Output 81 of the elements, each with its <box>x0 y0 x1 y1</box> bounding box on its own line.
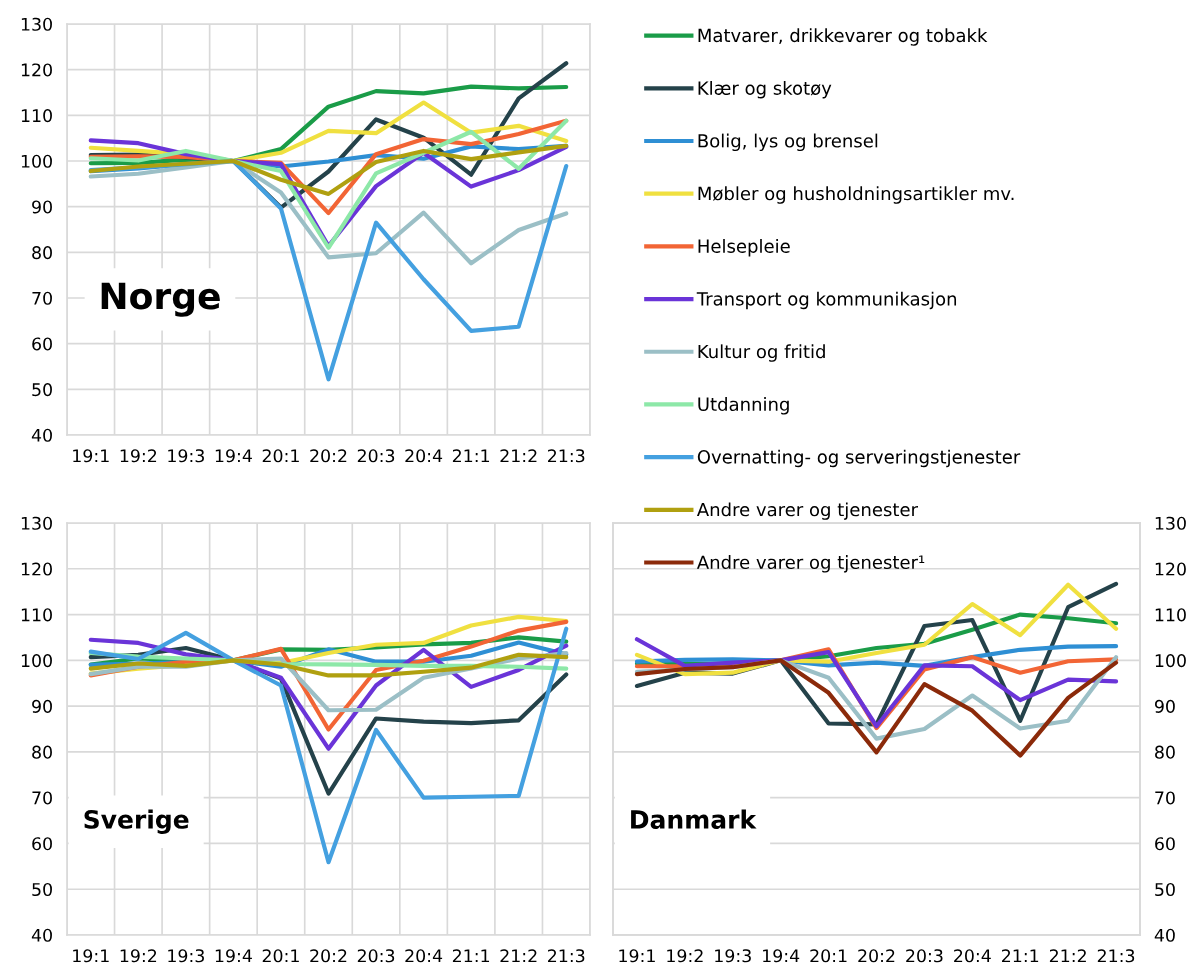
x-tick-label: 21:2 <box>500 949 537 963</box>
x-tick-label: 20:3 <box>357 449 395 463</box>
line-series <box>634 658 1119 758</box>
x-tick-label: 21:1 <box>452 949 490 963</box>
x-tick-label: 19:4 <box>763 949 800 963</box>
y2-tick-label: 90 <box>1154 699 1175 713</box>
y-tick-label: 80 <box>32 246 52 260</box>
x-tick-label: 20:4 <box>954 949 991 963</box>
legend-label: Bolig, lys og brensel <box>698 133 878 152</box>
y-tick-label: 50 <box>32 383 52 397</box>
line-series <box>88 118 569 250</box>
y2-tick-label: 130 <box>1155 516 1186 530</box>
line-series <box>88 143 569 196</box>
legend-label: Kultur og fritid <box>698 344 825 362</box>
x-tick-label: 19:1 <box>619 949 655 963</box>
x-tick-label: 20:4 <box>405 449 443 463</box>
x-tick-label: 19:2 <box>667 949 703 963</box>
legend-label: Transport og kommunikasjon <box>696 291 957 310</box>
y-tick-label: 60 <box>32 837 52 851</box>
y-tick-label: 130 <box>21 516 52 530</box>
y-tick-label: 60 <box>32 337 52 351</box>
x-tick-label: 20:2 <box>310 449 347 463</box>
x-tick-label: 19:3 <box>715 949 751 963</box>
y2-tick-label: 70 <box>1155 791 1175 805</box>
y-tick-label: 70 <box>32 791 52 805</box>
x-tick-label: 19:3 <box>168 449 204 463</box>
y-tick-label: 110 <box>21 608 52 622</box>
x-tick-label: 20:1 <box>262 449 299 463</box>
text: Sverige <box>84 809 189 834</box>
y-tick-label: 130 <box>21 17 52 31</box>
y-tick-label: 50 <box>32 882 52 897</box>
y2-tick-label: 40 <box>1154 928 1175 942</box>
y-tick-label: 80 <box>32 745 52 759</box>
y-tick-label: 90 <box>32 200 52 214</box>
x-tick-label: 21:3 <box>548 949 585 963</box>
legend-label: Overnatting- og serveringstjenester <box>697 449 1021 468</box>
y-tick-label: 100 <box>21 654 52 668</box>
y-tick-label: 110 <box>21 109 52 123</box>
legend-label: Utdanning <box>698 397 789 415</box>
x-tick-label: 21:1 <box>452 449 490 463</box>
y2-tick-label: 120 <box>1155 562 1186 576</box>
x-tick-label: 19:2 <box>120 449 157 463</box>
text: Norge <box>101 282 220 317</box>
line-series <box>88 652 569 678</box>
legend-label: Andre varer og tjenester <box>696 502 918 520</box>
x-tick-label: 20:3 <box>906 949 943 963</box>
y2-tick-label: 50 <box>1155 882 1175 897</box>
y2-tick-label: 110 <box>1155 608 1186 622</box>
x-tick-label: 19:3 <box>168 949 204 963</box>
y2-tick-label: 60 <box>1155 837 1175 851</box>
y-tick-label: 90 <box>32 699 52 713</box>
legend-label: Møbler og husholdningsartikler mv. <box>698 186 1014 204</box>
y-tick-label: 40 <box>31 928 52 942</box>
legend-label: Andre varer og tjenester¹ <box>696 555 925 573</box>
x-tick-label: 19:4 <box>215 949 252 963</box>
x-tick-label: 21:1 <box>1002 949 1039 963</box>
legend-label: Klær og skotøy <box>698 80 832 99</box>
y-tick-label: 120 <box>21 63 52 77</box>
y-tick-label: 70 <box>32 291 52 305</box>
x-tick-label: 21:2 <box>500 449 537 463</box>
x-tick-label: 20:1 <box>262 949 299 963</box>
x-tick-label: 19:1 <box>73 949 109 963</box>
y2-tick-label: 80 <box>1155 745 1175 759</box>
x-tick-label: 21:2 <box>1049 949 1086 963</box>
x-tick-label: 19:4 <box>215 449 252 463</box>
legend-label: Matvarer, drikkevarer og tobakk <box>698 28 988 46</box>
y-tick-label: 40 <box>31 428 52 442</box>
x-tick-label: 20:3 <box>357 949 395 963</box>
legend-label: Helsepleie <box>698 238 790 257</box>
x-tick-label: 19:1 <box>73 449 109 463</box>
text: Danmark <box>631 809 757 829</box>
y-tick-label: 120 <box>21 562 52 576</box>
x-tick-label: 19:2 <box>120 949 157 963</box>
y2-tick-label: 100 <box>1155 654 1186 668</box>
x-tick-label: 21:3 <box>548 449 585 463</box>
y-tick-label: 100 <box>21 154 52 168</box>
x-tick-label: 20:2 <box>310 949 347 963</box>
x-tick-label: 21:3 <box>1097 949 1135 963</box>
x-tick-label: 20:2 <box>858 949 895 963</box>
x-tick-label: 20:4 <box>405 949 443 963</box>
x-tick-label: 20:1 <box>810 949 847 963</box>
